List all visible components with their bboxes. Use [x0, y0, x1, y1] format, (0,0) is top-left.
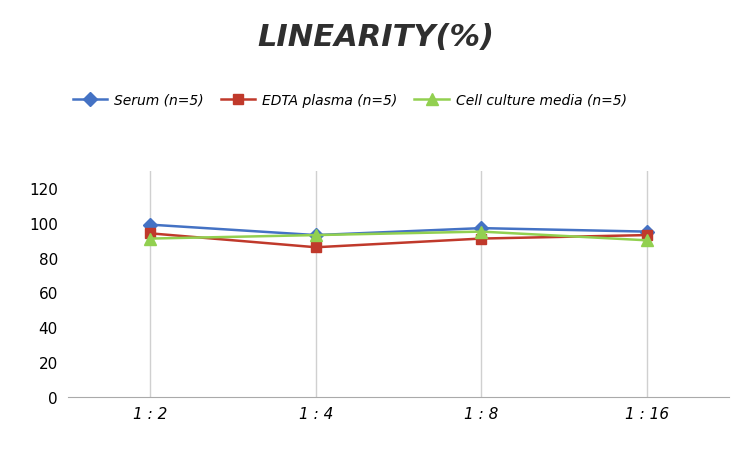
EDTA plasma (n=5) — [642, 233, 651, 238]
Line: Serum (n=5): Serum (n=5) — [146, 220, 651, 240]
Cell culture media (n=5) — [146, 236, 155, 242]
Cell culture media (n=5) — [311, 233, 320, 238]
Legend: Serum (n=5), EDTA plasma (n=5), Cell culture media (n=5): Serum (n=5), EDTA plasma (n=5), Cell cul… — [67, 88, 632, 113]
EDTA plasma (n=5) — [311, 245, 320, 250]
Serum (n=5) — [146, 222, 155, 228]
Line: Cell culture media (n=5): Cell culture media (n=5) — [145, 226, 652, 246]
Serum (n=5) — [477, 226, 486, 231]
Serum (n=5) — [311, 233, 320, 238]
Serum (n=5) — [642, 230, 651, 235]
Line: EDTA plasma (n=5): EDTA plasma (n=5) — [146, 229, 651, 253]
Text: LINEARITY(%): LINEARITY(%) — [257, 23, 495, 51]
EDTA plasma (n=5) — [477, 236, 486, 242]
EDTA plasma (n=5) — [146, 231, 155, 236]
Cell culture media (n=5) — [477, 230, 486, 235]
Cell culture media (n=5) — [642, 238, 651, 244]
